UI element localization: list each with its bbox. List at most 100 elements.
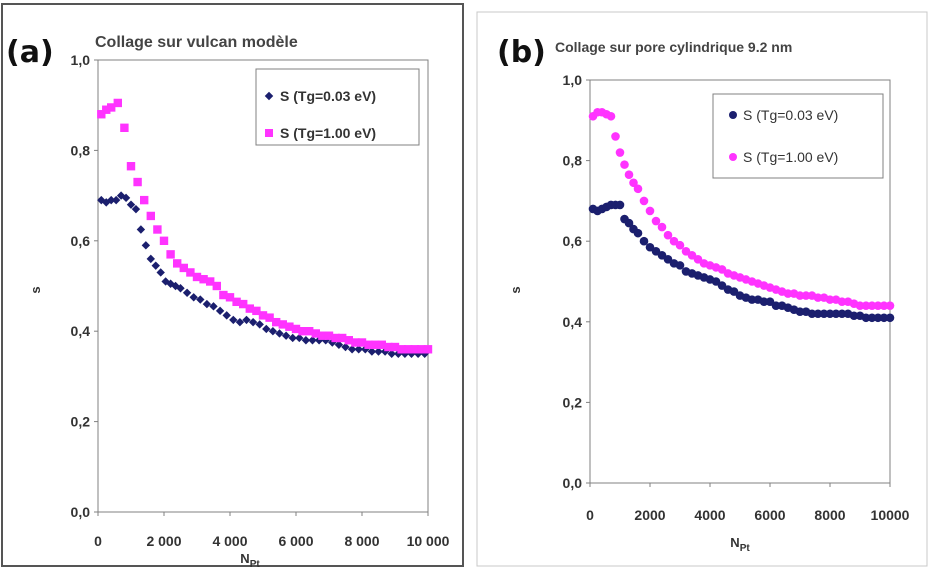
chart-a-point-series-high bbox=[272, 317, 281, 327]
chart-b-point-series-low bbox=[861, 313, 871, 323]
chart-a-point-series-high bbox=[357, 338, 367, 347]
chart-a-point-series-low bbox=[334, 340, 344, 349]
chart-a-point-series-high bbox=[212, 281, 221, 291]
chart-a-point-series-high bbox=[245, 304, 254, 313]
chart-b-point-series-high bbox=[867, 301, 877, 310]
chart-b-x-tick-label: 2000 bbox=[634, 507, 665, 523]
chart-b-y-tick-label: 1,0 bbox=[563, 72, 583, 88]
chart-a-point-series-low bbox=[121, 193, 131, 203]
chart-a-point-series-low bbox=[295, 333, 304, 343]
chart-a-marks bbox=[97, 98, 433, 358]
chart-a-point-series-low bbox=[275, 329, 284, 338]
chart-a-point-series-high bbox=[173, 259, 182, 268]
chart-a-point-series-high bbox=[97, 110, 106, 119]
chart-a-point-series-high bbox=[219, 290, 228, 300]
chart-a-point-series-high bbox=[298, 327, 307, 336]
panel-a-tag: (a) bbox=[6, 35, 54, 70]
chart-a-point-series-low bbox=[354, 345, 363, 354]
chart-a-point-series-low bbox=[235, 317, 245, 327]
chart-a-point-series-high bbox=[423, 345, 433, 354]
chart-a-point-series-low bbox=[131, 204, 141, 214]
chart-b-legend: S (Tg=0.03 eV) S (Tg=1.00 eV) bbox=[712, 93, 884, 179]
chart-a-point-series-low bbox=[374, 347, 383, 356]
chart-b-point-series-low bbox=[759, 297, 769, 306]
chart-a-point-series-high bbox=[331, 333, 340, 343]
chart-b-point-series-high bbox=[615, 148, 625, 157]
chart-b-point-series-high bbox=[855, 301, 865, 310]
chart-b-point-series-low bbox=[825, 309, 835, 319]
chart-a-point-series-high bbox=[113, 98, 122, 108]
chart-b-y-tick-label: 0,8 bbox=[563, 153, 583, 169]
chart-b-point-series-high bbox=[651, 216, 661, 226]
chart-a-point-series-high bbox=[133, 177, 142, 187]
chart-a-point-series-low bbox=[176, 284, 185, 293]
chart-b-point-series-high bbox=[825, 295, 835, 304]
chart-a-x-axis-label-main: N bbox=[240, 551, 249, 566]
chart-a-point-series-low bbox=[136, 225, 146, 234]
chart-a-x-tick-label: 10 000 bbox=[407, 533, 450, 549]
chart-a-point-series-high bbox=[291, 324, 301, 334]
chart-a-point-series-low bbox=[215, 306, 225, 316]
chart-a-legend-label-high: S (Tg=1.00 eV) bbox=[280, 125, 376, 141]
chart-a-point-series-low bbox=[209, 302, 218, 311]
chart-a-point-series-high bbox=[166, 250, 175, 259]
chart-a-point-series-high bbox=[285, 322, 294, 331]
chart-b-legend-label-low: S (Tg=0.03 eV) bbox=[743, 107, 838, 123]
chart-b-point-series-low bbox=[615, 200, 625, 210]
chart-b-point-series-high bbox=[837, 297, 847, 306]
chart-b-point-series-high bbox=[645, 206, 655, 216]
chart-a-point-series-low bbox=[347, 345, 357, 354]
chart-a-point-series-low bbox=[146, 254, 155, 264]
chart-a-point-series-low bbox=[202, 299, 212, 309]
chart-b-point-series-high bbox=[633, 184, 643, 194]
panel-a-frame bbox=[1, 3, 464, 567]
chart-b-point-series-high bbox=[629, 178, 638, 188]
chart-b-point-series-high bbox=[873, 301, 883, 310]
chart-a-point-series-high bbox=[146, 211, 155, 221]
chart-a-point-series-low bbox=[222, 311, 231, 320]
chart-a-point-series-high bbox=[338, 333, 347, 343]
chart-a-point-series-high bbox=[153, 225, 162, 234]
chart-a-point-series-low bbox=[126, 200, 136, 209]
chart-a-ticks: 0,0 0,2 0,4 0,6 0,8 1,0 0 2 000 4 000 6 000 8 000 1… bbox=[71, 52, 450, 549]
chart-a-y-tick-label: 0,4 bbox=[71, 323, 91, 339]
chart-a-point-series-low bbox=[189, 293, 198, 302]
chart-b-point-series-low bbox=[771, 301, 781, 310]
chart-b-point-series-high bbox=[813, 293, 823, 302]
chart-a-point-series-high bbox=[239, 299, 248, 309]
chart-a-point-series-low bbox=[141, 241, 151, 250]
chart-b-x-tick-label: 10000 bbox=[871, 507, 910, 523]
chart-b-point-series-low bbox=[837, 309, 847, 319]
chart-a-point-series-high bbox=[371, 340, 380, 349]
chart-b-point-series-low bbox=[747, 295, 757, 304]
chart-a-x-tick-label: 8 000 bbox=[344, 533, 379, 549]
chart-b-point-series-high bbox=[611, 132, 620, 141]
chart-a-x-tick-label: 0 bbox=[94, 533, 102, 549]
chart-b-marks bbox=[588, 107, 895, 323]
chart-b-point-series-low bbox=[675, 261, 685, 270]
chart-a-point-series-low bbox=[341, 342, 350, 352]
chart-b-x-tick-label: 8000 bbox=[814, 507, 845, 523]
chart-a-point-series-high bbox=[225, 293, 235, 302]
chart-a-title: Collage sur vulcan modèle bbox=[95, 34, 298, 51]
chart-b-point-series-high bbox=[675, 240, 685, 250]
chart-a-legend-marker-low bbox=[264, 91, 274, 101]
chart-a-point-series-low bbox=[229, 315, 238, 325]
chart-b-ticks: 0,0 0,2 0,4 0,6 0,8 1,0 0 2000 4000 6000 8000 10000 bbox=[563, 72, 910, 523]
chart-a-y-tick-label: 0,2 bbox=[71, 414, 91, 430]
chart-a-point-series-low bbox=[301, 336, 311, 345]
chart-a-point-series-low bbox=[281, 331, 291, 340]
chart-a-point-series-high bbox=[126, 162, 136, 171]
chart-a-point-series-low bbox=[107, 195, 116, 205]
chart-a-point-series-low bbox=[196, 295, 205, 304]
chart-a-point-series-high bbox=[397, 345, 406, 354]
chart-a-point-series-high bbox=[120, 123, 129, 132]
chart-b-point-series-low bbox=[624, 218, 634, 228]
chart-b-point-series-low bbox=[849, 311, 859, 321]
chart-a-point-series-low bbox=[262, 324, 271, 334]
chart-b-point-series-low bbox=[639, 236, 649, 246]
chart-a-y-axis-label: s bbox=[28, 286, 43, 293]
chart-a: (a) Collage sur vulcan modèle s NPt 0,00… bbox=[6, 34, 450, 569]
chart-a-point-series-high bbox=[390, 342, 400, 352]
